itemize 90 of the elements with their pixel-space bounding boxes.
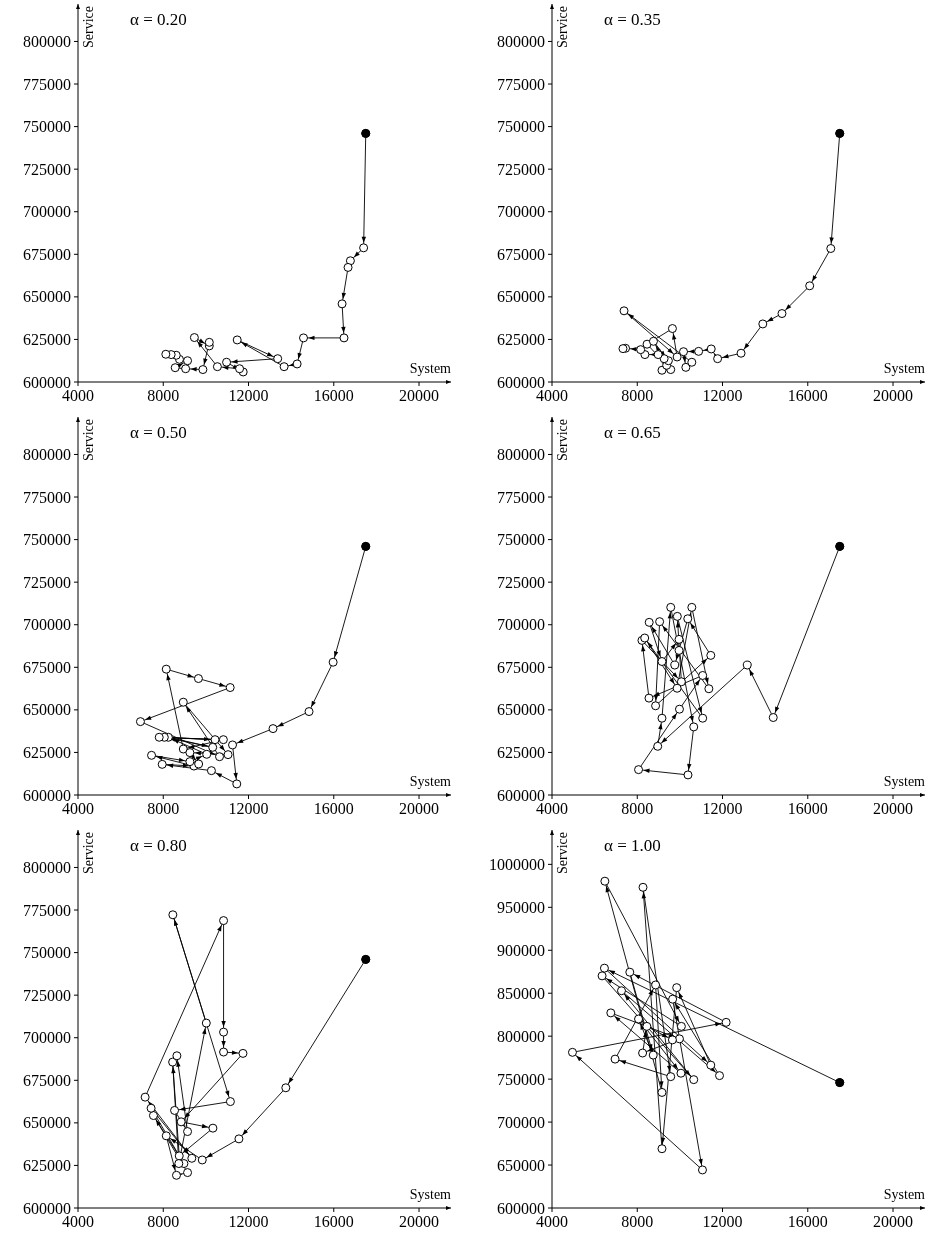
x-tick-label: 16000 <box>313 1213 354 1230</box>
x-tick-label: 20000 <box>873 387 914 404</box>
y-axis-title: Service <box>555 419 570 461</box>
x-tick-label: 16000 <box>313 800 354 817</box>
x-axis-title: System <box>883 774 926 789</box>
x-axis-title: System <box>883 361 926 376</box>
y-tick-label: 675000 <box>497 658 545 676</box>
chart-title: α = 1.00 <box>604 836 661 855</box>
x-tick-label: 8000 <box>147 387 180 404</box>
y-tick-label: 650000 <box>23 701 71 719</box>
y-axis-title: Service <box>81 419 96 461</box>
x-tick-label: 8000 <box>621 387 654 404</box>
y-axis-title: Service <box>81 6 96 48</box>
x-tick-label: 8000 <box>147 800 180 817</box>
y-tick-label: 625000 <box>23 1156 71 1174</box>
x-tick-label: 12000 <box>702 1213 743 1230</box>
y-tick-label: 725000 <box>23 160 71 178</box>
y-tick-label: 625000 <box>23 743 71 761</box>
y-tick-label: 725000 <box>23 573 71 591</box>
y-tick-label: 750000 <box>23 531 71 549</box>
x-tick-label: 16000 <box>787 1213 828 1230</box>
y-tick-label: 650000 <box>23 1114 71 1132</box>
y-tick-label: 650000 <box>497 288 545 306</box>
y-tick-label: 800000 <box>497 32 545 50</box>
x-tick-label: 12000 <box>228 800 269 817</box>
y-tick-label: 650000 <box>23 288 71 306</box>
y-tick-label: 800000 <box>23 858 71 876</box>
x-tick-label: 12000 <box>228 1213 269 1230</box>
y-tick-label: 625000 <box>497 330 545 348</box>
y-axis-title: Service <box>555 832 570 874</box>
y-tick-label: 625000 <box>497 743 545 761</box>
chart-title: α = 0.35 <box>604 10 661 29</box>
y-tick-label: 750000 <box>23 118 71 136</box>
y-tick-label: 800000 <box>497 445 545 463</box>
x-tick-label: 20000 <box>399 387 440 404</box>
y-tick-label: 675000 <box>23 245 71 263</box>
y-tick-label: 750000 <box>497 1070 545 1088</box>
y-axis-title: Service <box>555 6 570 48</box>
x-tick-label: 16000 <box>313 387 354 404</box>
y-tick-label: 700000 <box>497 1113 545 1131</box>
y-tick-label: 700000 <box>23 203 71 221</box>
y-tick-label: 850000 <box>497 984 545 1002</box>
x-axis-title: System <box>883 1187 926 1202</box>
y-tick-label: 700000 <box>23 1029 71 1047</box>
x-tick-label: 12000 <box>702 800 743 817</box>
y-axis-title: Service <box>81 832 96 874</box>
x-tick-label: 12000 <box>702 387 743 404</box>
y-tick-label: 700000 <box>497 616 545 634</box>
y-tick-label: 775000 <box>497 488 545 506</box>
y-tick-label: 750000 <box>497 531 545 549</box>
y-tick-label: 775000 <box>497 75 545 93</box>
y-tick-label: 775000 <box>23 901 71 919</box>
y-tick-label: 725000 <box>23 986 71 1004</box>
y-tick-label: 650000 <box>497 701 545 719</box>
y-tick-label: 700000 <box>23 616 71 634</box>
y-tick-label: 750000 <box>23 944 71 962</box>
y-tick-label: 650000 <box>497 1156 545 1174</box>
y-tick-label: 725000 <box>497 160 545 178</box>
x-tick-label: 20000 <box>399 1213 440 1230</box>
y-tick-label: 675000 <box>497 245 545 263</box>
y-tick-label: 1000000 <box>489 855 545 873</box>
y-tick-label: 700000 <box>497 203 545 221</box>
x-axis-title: System <box>409 361 452 376</box>
y-tick-label: 950000 <box>497 898 545 916</box>
chart-title: α = 0.20 <box>130 10 187 29</box>
x-tick-label: 12000 <box>228 387 269 404</box>
chart-title: α = 0.80 <box>130 836 187 855</box>
x-tick-label: 8000 <box>621 1213 654 1230</box>
x-tick-label: 8000 <box>147 1213 180 1230</box>
x-tick-label: 20000 <box>873 800 914 817</box>
y-tick-label: 625000 <box>23 330 71 348</box>
y-tick-label: 675000 <box>23 658 71 676</box>
y-tick-label: 800000 <box>497 1027 545 1045</box>
x-axis-title: System <box>409 774 452 789</box>
y-tick-label: 725000 <box>497 573 545 591</box>
x-tick-label: 16000 <box>787 800 828 817</box>
chart-title: α = 0.65 <box>604 423 661 442</box>
x-axis-title: System <box>409 1187 452 1202</box>
y-tick-label: 800000 <box>23 445 71 463</box>
y-tick-label: 775000 <box>23 488 71 506</box>
y-tick-label: 800000 <box>23 32 71 50</box>
y-tick-label: 775000 <box>23 75 71 93</box>
x-tick-label: 20000 <box>873 1213 914 1230</box>
x-tick-label: 16000 <box>787 387 828 404</box>
x-tick-label: 20000 <box>399 800 440 817</box>
y-tick-label: 900000 <box>497 941 545 959</box>
chart-title: α = 0.50 <box>130 423 187 442</box>
y-tick-label: 750000 <box>497 118 545 136</box>
x-tick-label: 8000 <box>621 800 654 817</box>
y-tick-label: 675000 <box>23 1071 71 1089</box>
